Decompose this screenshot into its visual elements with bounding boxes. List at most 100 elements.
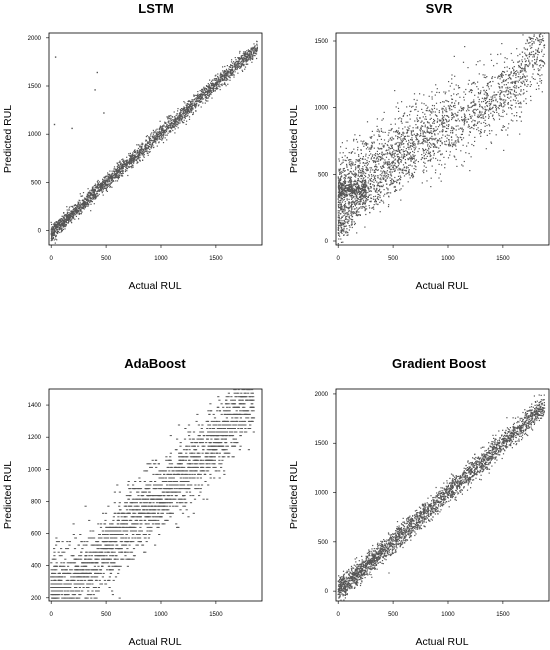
data-point <box>362 169 364 171</box>
data-point <box>380 191 382 193</box>
data-point <box>227 72 229 74</box>
data-point <box>368 161 370 163</box>
data-point <box>96 193 98 195</box>
data-point <box>110 182 112 184</box>
data-point <box>91 190 93 192</box>
data-point <box>495 94 497 96</box>
data-point <box>394 123 396 125</box>
data-point <box>537 73 540 76</box>
data-point <box>513 91 516 93</box>
data-point <box>339 169 341 171</box>
data-point <box>490 59 493 61</box>
data-point <box>509 78 511 80</box>
data-point <box>412 175 414 177</box>
data-point <box>460 150 462 152</box>
data-point <box>413 158 415 160</box>
data-point <box>501 82 503 84</box>
data-point <box>521 82 523 84</box>
data-point <box>202 91 204 93</box>
data-point <box>355 176 357 178</box>
data-point <box>438 150 440 152</box>
data-point <box>122 172 124 174</box>
data-point <box>356 141 359 143</box>
data-point <box>355 159 357 161</box>
data-point <box>441 143 443 145</box>
data-point <box>453 55 455 57</box>
data-point <box>145 139 148 142</box>
data-point <box>61 224 63 226</box>
data-point <box>423 135 425 138</box>
data-point <box>382 131 384 133</box>
data-point <box>445 91 447 93</box>
data-point <box>188 100 190 102</box>
data-point <box>519 76 521 78</box>
data-point <box>339 182 341 184</box>
data-point <box>526 40 528 42</box>
data-point <box>427 145 429 147</box>
data-point <box>398 145 400 147</box>
data-point <box>236 65 239 67</box>
data-point <box>240 56 242 58</box>
data-point <box>61 223 63 225</box>
data-point <box>422 143 424 145</box>
data-point <box>494 94 496 96</box>
data-point <box>242 59 244 61</box>
data-point <box>224 79 226 81</box>
data-point <box>542 40 545 42</box>
data-point <box>400 176 402 178</box>
data-point <box>439 124 441 126</box>
data-point <box>155 142 157 144</box>
data-point <box>124 163 126 166</box>
data-point <box>126 165 128 167</box>
data-point <box>426 141 428 143</box>
data-point <box>248 58 250 60</box>
data-point <box>421 141 423 144</box>
data-point <box>220 84 222 86</box>
data-point <box>539 60 541 62</box>
data-point <box>211 79 214 81</box>
data-point <box>537 47 540 49</box>
data-point <box>400 140 402 142</box>
data-point <box>140 149 142 151</box>
data-point <box>164 137 166 139</box>
data-point <box>123 165 125 167</box>
data-point <box>390 192 392 194</box>
data-point <box>472 82 474 84</box>
data-point <box>111 179 113 181</box>
data-point <box>490 53 492 55</box>
data-point <box>163 132 165 134</box>
x-tick-label: 0 <box>50 256 54 262</box>
data-point <box>56 224 58 226</box>
data-point <box>417 120 420 122</box>
data-point <box>57 224 59 227</box>
data-point <box>400 144 402 146</box>
data-point <box>255 53 258 55</box>
data-point <box>439 173 441 175</box>
data-point <box>109 185 112 188</box>
data-point <box>342 241 344 243</box>
data-point <box>397 136 399 138</box>
data-point <box>378 131 380 133</box>
data-point <box>406 132 408 134</box>
data-point <box>445 150 447 152</box>
data-point <box>380 179 382 181</box>
data-point <box>99 183 101 186</box>
data-point <box>245 60 247 62</box>
data-point <box>156 132 158 134</box>
data-point <box>405 150 407 152</box>
data-point <box>496 111 498 113</box>
data-point <box>486 104 488 107</box>
data-point <box>529 62 531 64</box>
data-point <box>186 120 188 122</box>
data-point <box>490 142 493 144</box>
data-point <box>162 134 164 136</box>
data-point <box>502 111 504 113</box>
data-point <box>221 84 223 87</box>
data-point <box>365 143 367 145</box>
data-point <box>423 139 425 141</box>
data-point <box>137 157 139 159</box>
data-point <box>142 149 144 151</box>
data-point <box>61 220 63 222</box>
data-point <box>379 159 382 161</box>
data-point <box>115 168 117 170</box>
